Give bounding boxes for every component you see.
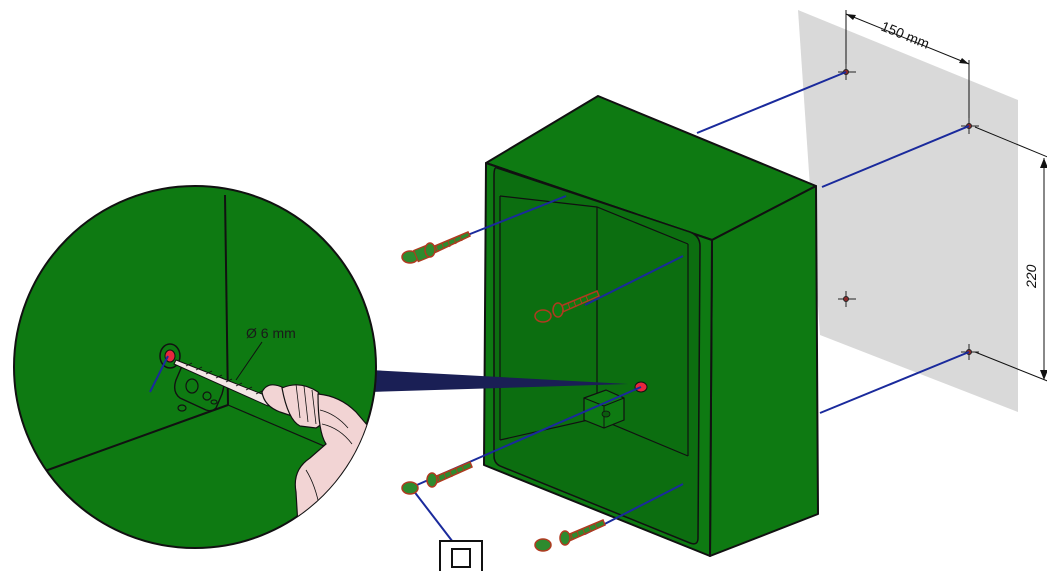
guide-lines-rear bbox=[696, 71, 970, 414]
screw-set-top bbox=[401, 231, 472, 264]
screw-bottom bbox=[564, 519, 606, 544]
magnified-detail bbox=[13, 185, 377, 549]
dimension-vertical bbox=[974, 126, 1047, 382]
screw-set-middle bbox=[534, 290, 600, 323]
screw-lower-left bbox=[431, 461, 473, 486]
screw-set-bottom bbox=[534, 519, 606, 552]
dimension-horizontal bbox=[845, 10, 970, 125]
screw-top bbox=[429, 231, 472, 256]
wall-panel bbox=[798, 10, 1018, 412]
wall-hole-middle-left bbox=[838, 291, 856, 307]
dowel-lower-left bbox=[401, 481, 419, 495]
zoom-callout-wedge bbox=[370, 370, 628, 392]
drill-bit bbox=[173, 359, 273, 407]
double-square-icon bbox=[439, 540, 483, 571]
dimension-220-label: 220 bbox=[1023, 264, 1039, 289]
drill-diameter-label: Ø 6 mm bbox=[246, 325, 296, 341]
dowel-bottom bbox=[534, 538, 552, 552]
dowel-middle bbox=[534, 309, 552, 323]
enclosure-box bbox=[483, 95, 819, 557]
screw-set-lower-left bbox=[401, 461, 473, 495]
enclosure-side-face bbox=[709, 185, 819, 557]
